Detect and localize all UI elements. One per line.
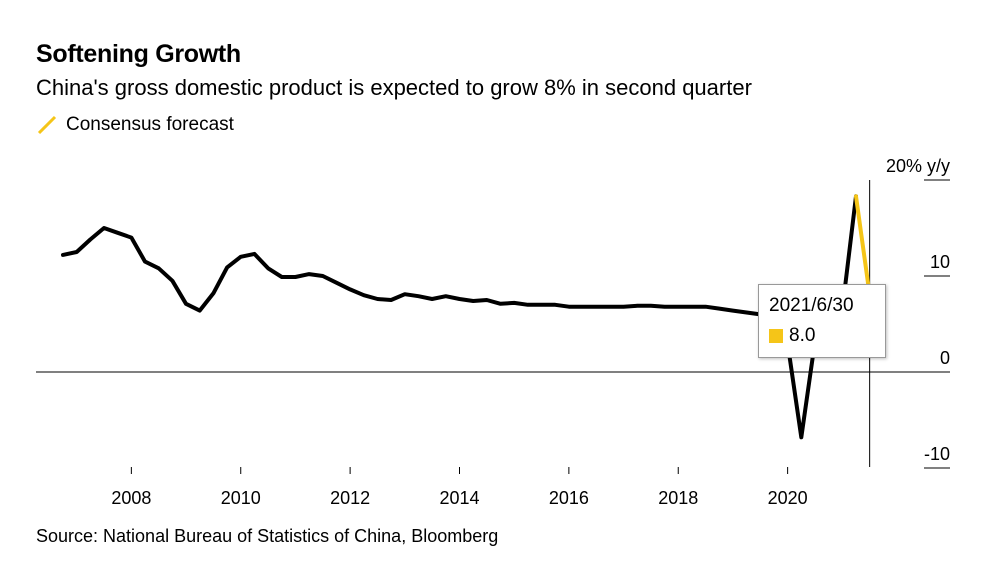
source-note: Source: National Bureau of Statistics of… bbox=[36, 526, 499, 546]
y-tick-label: 20% y/y bbox=[886, 156, 950, 176]
x-tick-label: 2010 bbox=[221, 488, 261, 508]
legend: Consensus forecast bbox=[36, 114, 234, 136]
forecast-line bbox=[854, 194, 872, 298]
chart-subtitle: China's gross domestic product is expect… bbox=[36, 75, 752, 100]
tooltip-swatch-icon bbox=[769, 329, 783, 343]
x-tick-label: 2020 bbox=[768, 488, 808, 508]
data-tooltip: 2021/6/30 8.0 bbox=[758, 284, 886, 358]
tooltip-value: 8.0 bbox=[789, 325, 816, 346]
y-tick-label: -10 bbox=[924, 444, 950, 464]
legend-swatch-icon bbox=[37, 115, 57, 135]
x-tick-label: 2018 bbox=[658, 488, 698, 508]
actual-gdp-line bbox=[61, 194, 858, 440]
chart-title: Softening Growth bbox=[36, 40, 241, 68]
x-tick-label: 2016 bbox=[549, 488, 589, 508]
x-tick-label: 2008 bbox=[111, 488, 151, 508]
series-layer bbox=[61, 194, 877, 440]
tooltip-date: 2021/6/30 bbox=[769, 295, 854, 316]
legend-label: Consensus forecast bbox=[66, 114, 234, 135]
tooltip-value-row: 8.0 bbox=[769, 325, 885, 347]
label-layer: 20% y/y 10 0 -10 2008 2010 2012 2014 2016 2018 202… bbox=[111, 156, 950, 508]
y-tick-label: 10 bbox=[930, 252, 950, 272]
x-tick-label: 2014 bbox=[439, 488, 479, 508]
y-tick-label: 0 bbox=[940, 348, 950, 368]
x-tick-label: 2012 bbox=[330, 488, 370, 508]
